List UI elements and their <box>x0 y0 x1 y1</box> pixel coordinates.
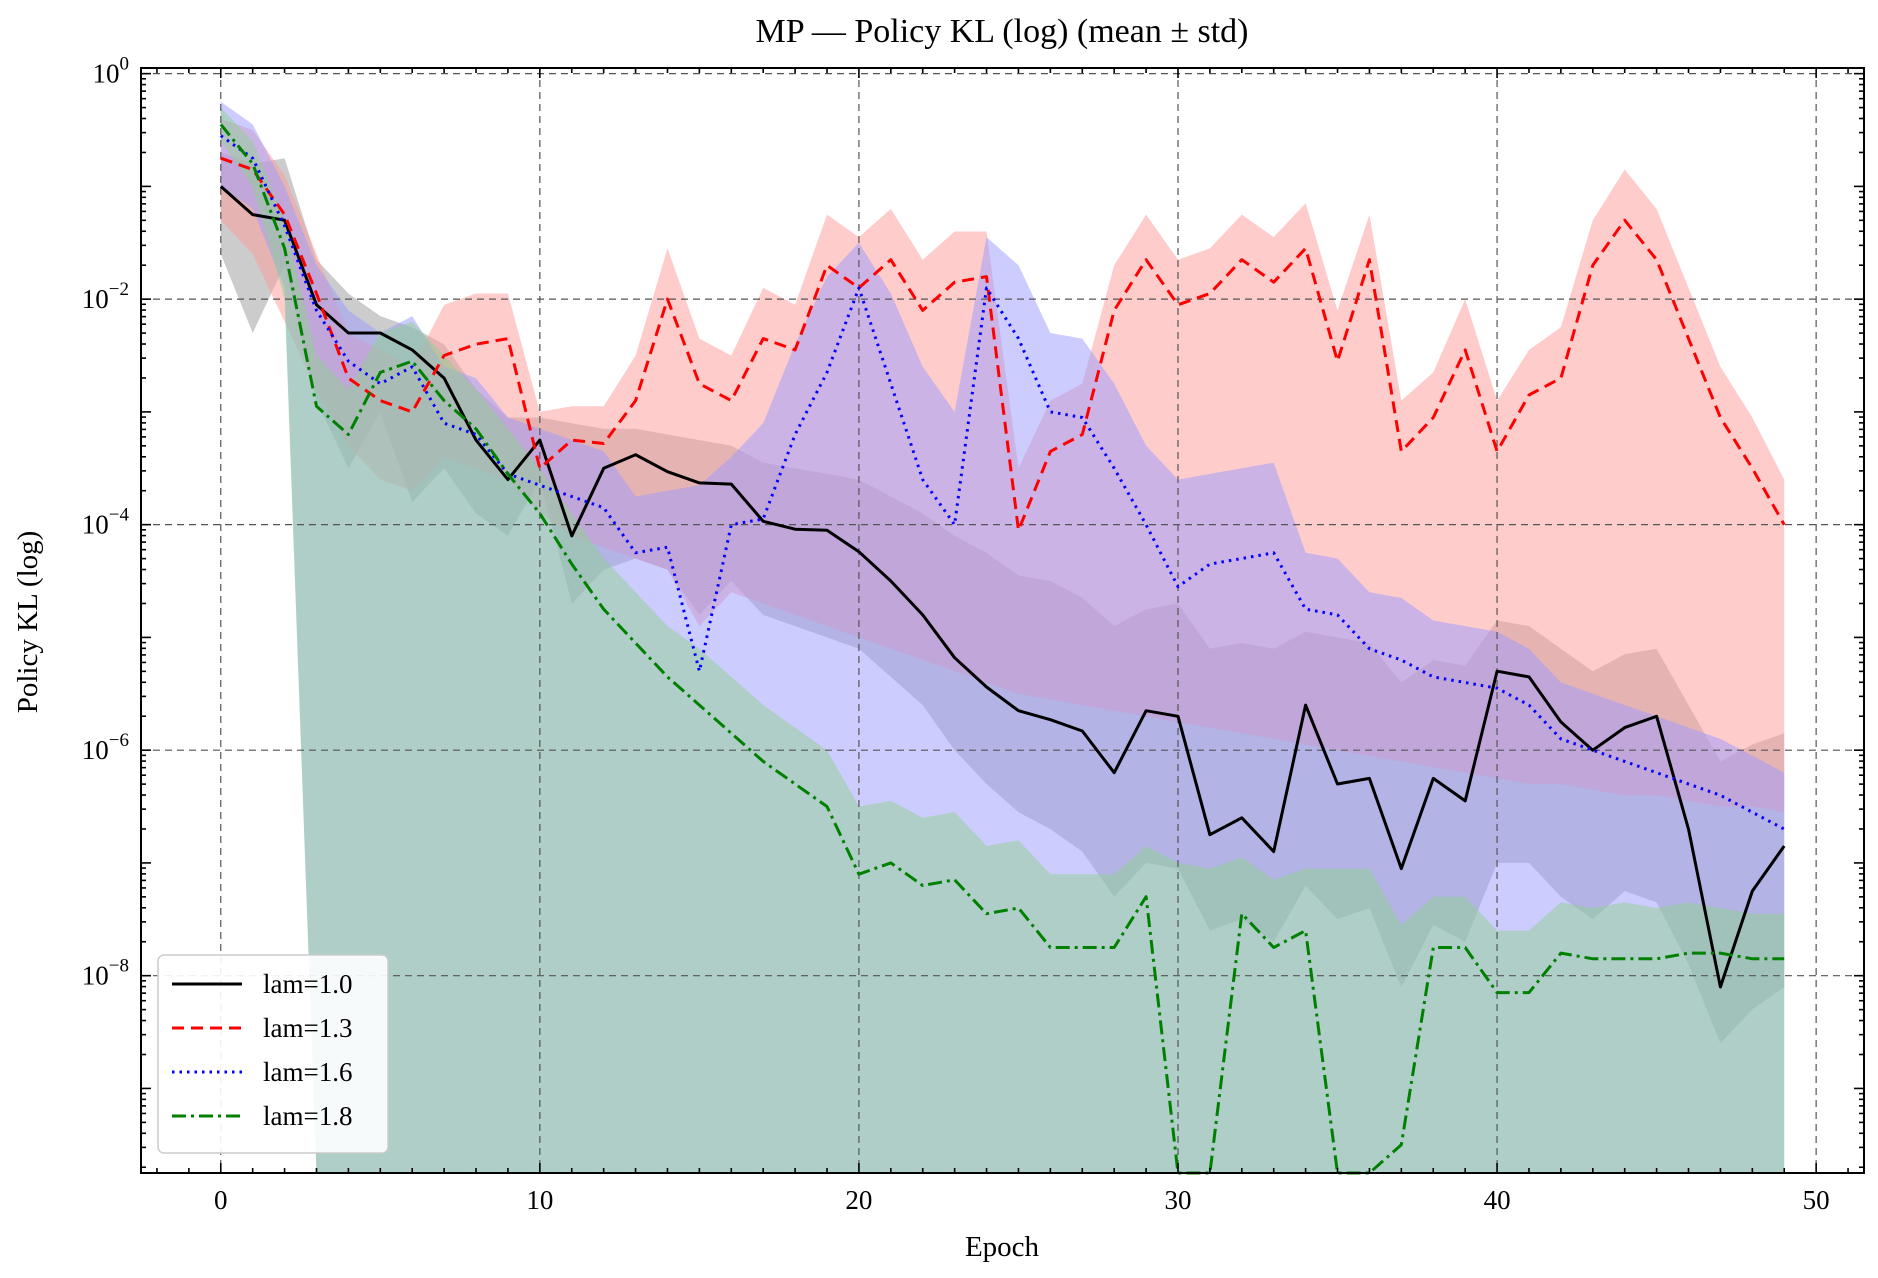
grid-lines <box>141 68 1864 1173</box>
series-line-1 <box>219 185 1786 989</box>
y-tick-label: 10−6 <box>82 730 129 765</box>
std-band-4 <box>220 107 1785 1173</box>
x-tick-label: 20 <box>845 1185 872 1215</box>
y-tick-label: 10−4 <box>82 505 130 540</box>
legend-label-2: lam=1.3 <box>263 1013 352 1043</box>
legend-box <box>157 954 389 1154</box>
series-line-4 <box>219 123 1785 1175</box>
series-line-2 <box>220 156 1786 532</box>
legend-label-1: lam=1.0 <box>263 969 352 999</box>
y-tick-label: 100 <box>93 54 130 89</box>
x-tick-label: 10 <box>526 1185 553 1215</box>
y-axis-label: Policy KL (log) <box>12 531 44 714</box>
plot-frame <box>140 67 1865 1174</box>
legend: lam=1.0 lam=1.3 lam=1.6 lam=1.8 <box>157 954 389 1154</box>
x-tick-label: 30 <box>1164 1185 1191 1215</box>
x-axis-label: Epoch <box>965 1231 1040 1263</box>
x-tick-label: 0 <box>214 1185 228 1215</box>
x-tick-label: 40 <box>1484 1185 1511 1215</box>
legend-label-4: lam=1.8 <box>263 1101 352 1131</box>
axes: 0 10 20 30 40 50 100 10−2 10−4 10−6 10−8 <box>82 54 1865 1215</box>
chart-title: MP — Policy KL (log) (mean ± std) <box>755 13 1248 50</box>
series-line-3 <box>219 134 1785 831</box>
y-tick-label: 10−8 <box>82 956 129 991</box>
std-bands <box>220 101 1785 1173</box>
series-lines <box>219 123 1786 1175</box>
x-tick-label: 50 <box>1803 1185 1830 1215</box>
y-tick-label: 10−2 <box>82 279 129 314</box>
legend-label-3: lam=1.6 <box>263 1057 352 1087</box>
